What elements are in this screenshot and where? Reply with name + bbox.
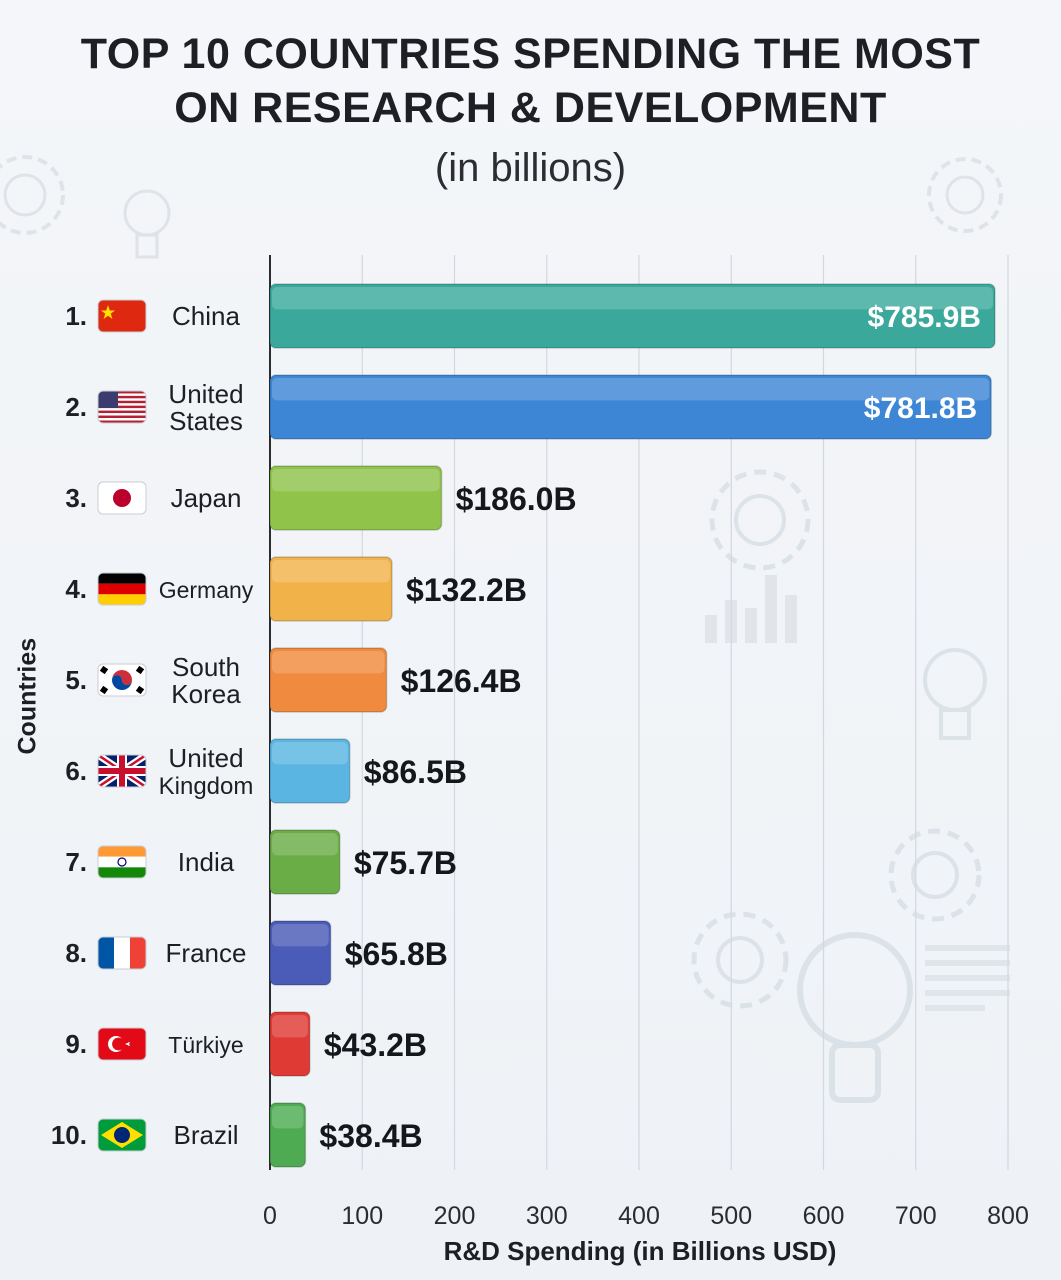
- rank-label: 5.: [65, 665, 87, 695]
- y-tick-label: Türkiye: [168, 1032, 243, 1058]
- y-tick-label: States: [169, 406, 243, 436]
- bar-chart-icon: [705, 575, 797, 643]
- data-label: $75.7B: [354, 845, 457, 881]
- uk-flag: [97, 754, 147, 788]
- x-tick-label: 200: [434, 1202, 476, 1230]
- rank-label: 7.: [65, 847, 87, 877]
- y-tick-label: United: [168, 743, 243, 773]
- y-tick-label: China: [172, 301, 240, 331]
- x-tick-label: 300: [526, 1202, 568, 1230]
- y-tick-label: India: [178, 847, 235, 877]
- rank-label: 8.: [65, 938, 87, 968]
- y-tick-label: Brazil: [173, 1120, 238, 1150]
- data-label: $38.4B: [319, 1118, 422, 1154]
- data-label: $186.0B: [456, 481, 577, 517]
- gear-icon: [888, 828, 982, 922]
- gear-icon: [927, 157, 1003, 233]
- gear-icon: [691, 911, 789, 1009]
- x-tick-label: 800: [987, 1202, 1029, 1230]
- gear-icon: [709, 469, 811, 571]
- lightbulb-icon: [123, 189, 171, 259]
- gear-icon: [0, 155, 65, 235]
- x-tick-label: 400: [618, 1202, 660, 1230]
- document-lines-icon: [925, 945, 1010, 1011]
- data-label: $86.5B: [364, 754, 467, 790]
- germany-flag: [97, 572, 147, 606]
- bar-highlight: [272, 1106, 304, 1129]
- x-tick-label: 600: [803, 1202, 845, 1230]
- bar: [269, 738, 351, 804]
- rank-label: 4.: [65, 574, 87, 604]
- lightbulb-icon: [923, 648, 987, 740]
- bar: [269, 556, 393, 622]
- y-tick-label: Kingdom: [159, 773, 254, 800]
- data-label: $43.2B: [324, 1027, 427, 1063]
- data-label: $65.8B: [345, 936, 448, 972]
- bar: [269, 647, 388, 713]
- bar-highlight: [272, 560, 390, 583]
- y-tick-label: Korea: [171, 679, 241, 709]
- china-flag: [97, 299, 147, 333]
- bar-highlight: [272, 1015, 308, 1038]
- chart-subtitle: (in billions): [434, 146, 627, 190]
- bar-highlight: [272, 833, 338, 856]
- rank-label: 1.: [65, 301, 87, 331]
- x-tick-label: 0: [263, 1202, 277, 1230]
- bar: [269, 920, 332, 986]
- rank-label: 6.: [65, 756, 87, 786]
- data-label: $132.2B: [406, 572, 527, 608]
- data-label: $785.9B: [868, 301, 981, 334]
- x-tick-label: 700: [895, 1202, 937, 1230]
- france-flag: [97, 936, 147, 970]
- bar-highlight: [272, 469, 440, 492]
- bar-highlight: [272, 287, 993, 310]
- x-axis-label: R&D Spending (in Billions USD): [443, 1236, 837, 1266]
- bar: [269, 1102, 307, 1168]
- usa-flag: [97, 390, 147, 424]
- bar: [269, 374, 992, 440]
- bar: [269, 829, 341, 895]
- chart-title-line-1: TOP 10 COUNTRIES SPENDING THE MOST: [80, 30, 981, 78]
- turkiye-flag: [97, 1027, 147, 1061]
- bar-highlight: [272, 742, 348, 765]
- india-flag: [97, 845, 147, 879]
- bar: [269, 465, 443, 531]
- y-tick-label: United: [168, 379, 243, 409]
- chart-title-line-2: ON RESEARCH & DEVELOPMENT: [174, 84, 887, 132]
- lightbulb-icon: [797, 932, 913, 1103]
- x-tick-label: 500: [710, 1202, 752, 1230]
- bar: [269, 283, 996, 349]
- rank-label: 3.: [65, 483, 87, 513]
- rank-label: 2.: [65, 392, 87, 422]
- south-korea-flag: [97, 663, 147, 697]
- data-label: $126.4B: [401, 663, 522, 699]
- x-tick-label: 100: [341, 1202, 383, 1230]
- rank-label: 10.: [51, 1120, 87, 1150]
- bar-highlight: [272, 378, 990, 401]
- y-tick-label: Germany: [159, 577, 254, 603]
- y-tick-label: South: [172, 652, 240, 682]
- brazil-flag: [97, 1118, 147, 1152]
- bar-highlight: [272, 651, 385, 674]
- rank-label: 9.: [65, 1029, 87, 1059]
- data-label: $781.8B: [864, 392, 977, 425]
- y-tick-label: France: [166, 938, 247, 968]
- bar-highlight: [272, 924, 329, 947]
- japan-flag: [97, 481, 147, 515]
- bar: [269, 1011, 311, 1077]
- y-tick-label: Japan: [171, 483, 242, 513]
